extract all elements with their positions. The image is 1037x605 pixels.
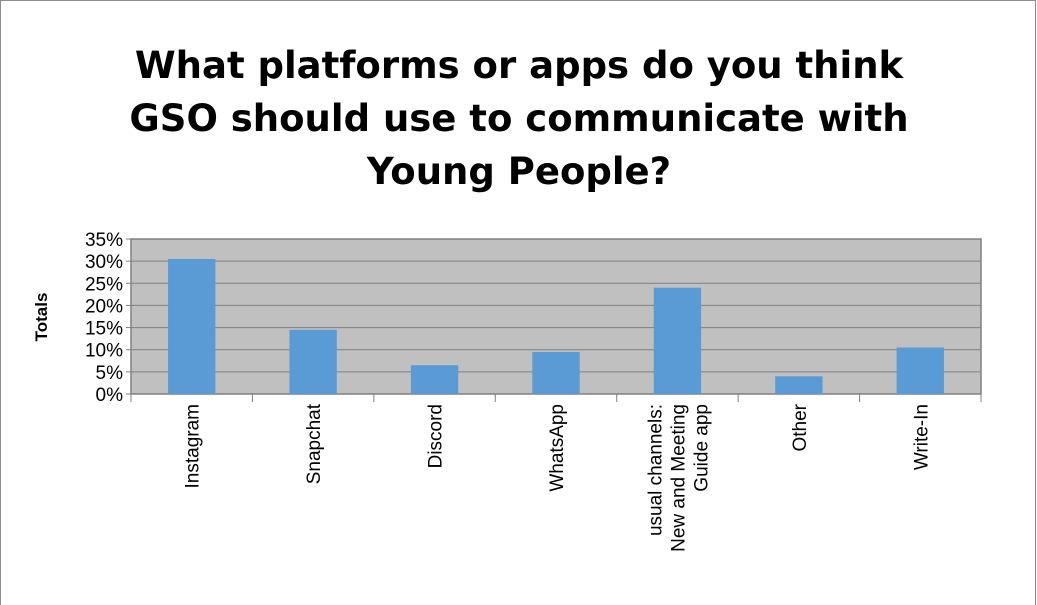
bar [168,258,216,394]
y-tick-label: 25% [85,274,123,295]
grid-lines [131,260,981,373]
y-tick-label: 10% [85,341,123,362]
y-tick-label: 0% [96,385,124,406]
bar [289,329,337,394]
bars [168,258,944,394]
bar [532,351,580,394]
x-tick-label: Instagram [183,404,204,488]
bar [775,376,823,394]
chart-title: What platforms or apps do you think GSO … [1,39,1037,198]
y-tick-label: 5% [96,363,124,384]
chart-title-line-1: What platforms or apps do you think [134,44,904,87]
y-tick-label: 15% [85,319,123,340]
y-tick-label: 30% [85,252,123,273]
y-tick-label: 35% [85,230,123,251]
bar [653,287,702,394]
x-tick-label: Snapchat [304,403,325,484]
x-tick-label: WhatsApp [547,404,568,492]
x-tick-label: Discord [426,404,447,468]
bar [896,347,944,394]
y-tick-label: 20% [85,296,123,317]
chart-title-line-2: GSO should use to communicate with [129,97,909,140]
x-tick-label: Write-In [911,404,932,470]
x-tick-label: Other [790,403,811,451]
y-axis-label: Totals [32,293,51,342]
x-axis-ticks: Instagram Snapchat Discord WhatsApp usual ch… [130,394,982,552]
bar [410,365,459,394]
y-axis-ticks: 0%5%10%15%20%25%30%35% [85,230,131,406]
chart-title-line-3: Young People? [366,150,672,193]
x-tick-label: usual channels: New and Meeting Guide app [645,404,712,552]
